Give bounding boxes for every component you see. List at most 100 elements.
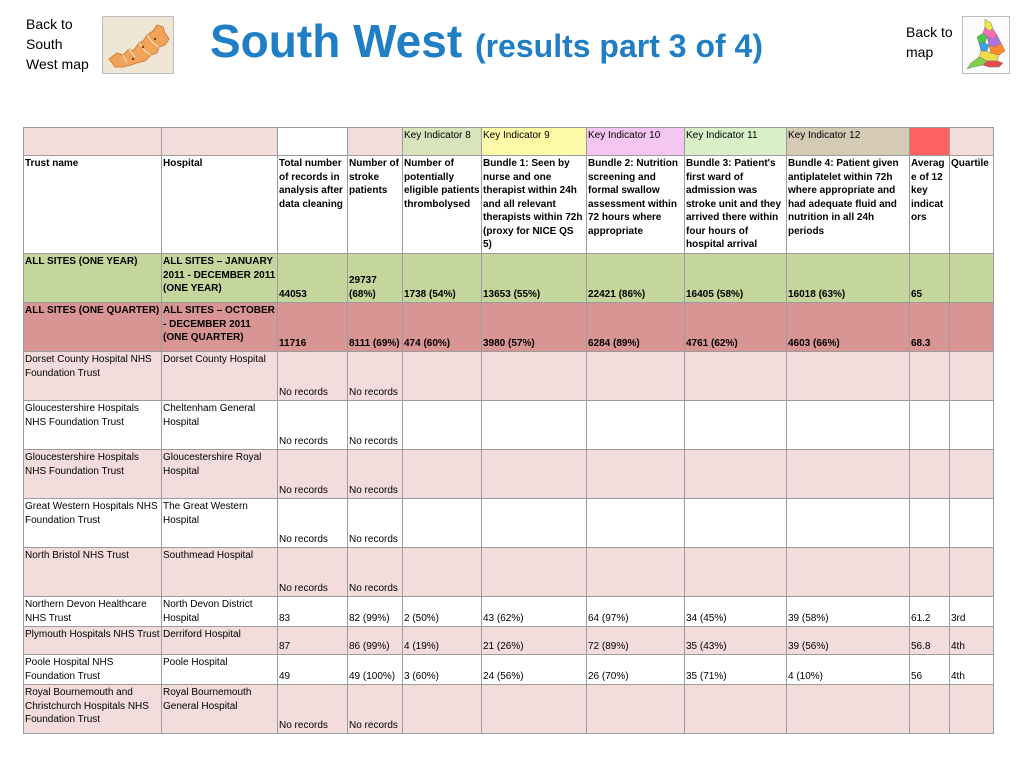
table-row: Plymouth Hospitals NHS Trust Derriford H… [23,626,994,655]
bundle-3-cell: 35 (43%) [684,626,787,655]
hospital-cell: North Devon District Hospital [161,596,278,627]
blank-header-cell [347,127,403,156]
quartile-cell: 4th [949,626,994,655]
blank-header-cell [277,127,348,156]
bundle-4-cell [786,684,910,734]
trust-name-cell: Gloucestershire Hospitals NHS Foundation… [23,449,162,499]
bundle-4-cell: 4603 (66%) [786,302,910,352]
total-records-cell: 83 [277,596,348,627]
quartile-cell [949,684,994,734]
quartile-cell [949,302,994,352]
page-title-subtitle: (results part 3 of 4) [474,28,763,64]
hospital-cell: ALL SITES – JANUARY 2011 - DECEMBER 2011… [161,253,278,303]
south-west-map-thumbnail[interactable] [102,16,174,74]
hospital-cell: Gloucestershire Royal Hospital [161,449,278,499]
bundle-1-cell [481,351,587,401]
bundle-3-cell: 34 (45%) [684,596,787,627]
table-row: Royal Bournemouth and Christchurch Hospi… [23,684,994,734]
table-row: Poole Hospital NHS Foundation Trust Pool… [23,654,994,685]
key-indicator-10-header: Key Indicator 10 [586,127,685,156]
column-header: Hospital [161,155,278,254]
column-header: Average of 12 key indicators [909,155,950,254]
hospital-cell: Dorset County Hospital [161,351,278,401]
bundle-4-cell [786,547,910,597]
trust-name-cell: Great Western Hospitals NHS Foundation T… [23,498,162,548]
total-records-cell: No records [277,547,348,597]
hospital-cell: ALL SITES – OCTOBER - DECEMBER 2011 (ONE… [161,302,278,352]
column-header-row: Trust name Hospital Total number of reco… [23,155,994,254]
bundle-2-cell [586,547,685,597]
trust-name-cell: Plymouth Hospitals NHS Trust [23,626,162,655]
bundle-4-cell [786,498,910,548]
stroke-patients-cell: No records [347,684,403,734]
hospital-cell: Southmead Hospital [161,547,278,597]
table-row: Dorset County Hospital NHS Foundation Tr… [23,351,994,401]
total-records-cell: No records [277,684,348,734]
hospital-cell: The Great Western Hospital [161,498,278,548]
all-sites-one-year-row: ALL SITES (ONE YEAR) ALL SITES – JANUARY… [23,253,994,303]
thrombolysed-cell [402,547,482,597]
quartile-cell [949,400,994,450]
average-cell [909,547,950,597]
blank-header-cell [23,127,162,156]
trust-name-cell: ALL SITES (ONE QUARTER) [23,302,162,352]
page-title: South West (results part 3 of 4) [210,14,763,68]
bundle-1-cell: 43 (62%) [481,596,587,627]
total-records-cell: 44053 [277,253,348,303]
bundle-4-cell: 16018 (63%) [786,253,910,303]
trust-name-cell: Dorset County Hospital NHS Foundation Tr… [23,351,162,401]
average-cell [909,449,950,499]
hospital-cell: Cheltenham General Hospital [161,400,278,450]
quartile-cell: 4th [949,654,994,685]
bundle-1-cell: 3980 (57%) [481,302,587,352]
bundle-2-cell [586,449,685,499]
bundle-1-cell [481,449,587,499]
bundle-1-cell [481,498,587,548]
bundle-4-cell [786,400,910,450]
total-records-cell: 11716 [277,302,348,352]
bundle-2-cell: 72 (89%) [586,626,685,655]
total-records-cell: No records [277,351,348,401]
bundle-4-cell [786,351,910,401]
stroke-patients-cell: 82 (99%) [347,596,403,627]
bundle-1-cell: 13653 (55%) [481,253,587,303]
back-to-map-link[interactable]: Back to map [906,24,953,60]
average-cell: 56.8 [909,626,950,655]
average-cell: 56 [909,654,950,685]
all-sites-one-quarter-row: ALL SITES (ONE QUARTER) ALL SITES – OCTO… [23,302,994,352]
stroke-patients-cell: 8111 (69%) [347,302,403,352]
thrombolysed-cell [402,351,482,401]
average-cell [909,498,950,548]
column-header: Bundle 2: Nutrition screening and formal… [586,155,685,254]
average-cell [909,400,950,450]
bundle-1-cell [481,684,587,734]
quartile-cell [949,449,994,499]
column-header: Bundle 1: Seen by nurse and one therapis… [481,155,587,254]
table-row: North Bristol NHS Trust Southmead Hospit… [23,547,994,597]
trust-name-cell: Poole Hospital NHS Foundation Trust [23,654,162,685]
back-to-south-west-map-link[interactable]: Back to South West map [26,16,89,72]
column-header: Number of stroke patients [347,155,403,254]
bundle-3-cell [684,449,787,499]
bundle-3-cell: 35 (71%) [684,654,787,685]
bundle-2-cell: 6284 (89%) [586,302,685,352]
bundle-2-cell [586,351,685,401]
quartile-cell: 3rd [949,596,994,627]
bundle-2-cell: 64 (97%) [586,596,685,627]
bundle-3-cell [684,351,787,401]
average-cell: 65 [909,253,950,303]
page-title-main: South West [210,15,463,67]
england-map-thumbnail[interactable] [962,16,1010,74]
column-header: Number of potentially eligible patients … [402,155,482,254]
key-indicator-9-header: Key Indicator 9 [481,127,587,156]
results-table: Key Indicator 8 Key Indicator 9 Key Indi… [23,127,994,734]
thrombolysed-cell [402,498,482,548]
column-header: Total number of records in analysis afte… [277,155,348,254]
bundle-3-cell [684,547,787,597]
stroke-patients-cell: No records [347,351,403,401]
bundle-4-cell: 39 (58%) [786,596,910,627]
trust-name-cell: ALL SITES (ONE YEAR) [23,253,162,303]
thrombolysed-cell [402,684,482,734]
hospital-cell: Derriford Hospital [161,626,278,655]
blank-header-cell [161,127,278,156]
